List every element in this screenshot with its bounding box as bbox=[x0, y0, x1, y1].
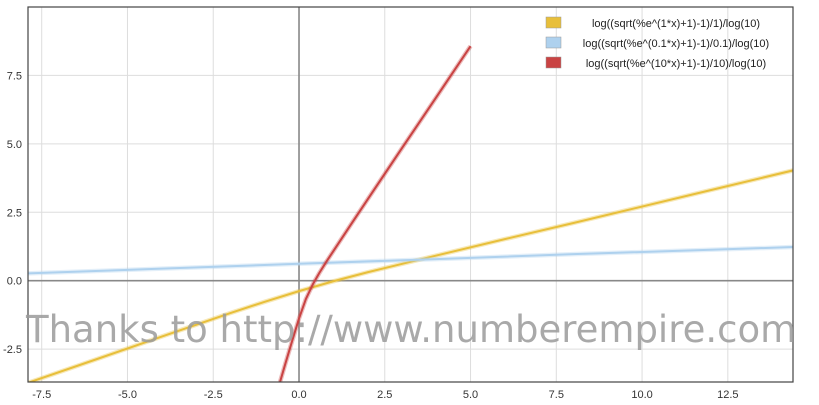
x-tick-label: 10.0 bbox=[631, 389, 652, 401]
x-tick-label: -2.5 bbox=[204, 389, 223, 401]
series-lines bbox=[28, 44, 793, 382]
y-tick-label: 5.0 bbox=[7, 139, 22, 151]
x-tick-label: 0.0 bbox=[291, 389, 306, 401]
plot-frame bbox=[27, 6, 794, 383]
y-tick-label: 7.5 bbox=[7, 70, 22, 82]
series-line-3 bbox=[278, 45, 472, 382]
legend-label: log((sqrt(%e^(1*x)+1)-1)/1)/log(10) bbox=[592, 18, 760, 30]
legend: log((sqrt(%e^(1*x)+1)-1)/1)/log(10) log((… bbox=[545, 16, 769, 70]
legend-swatch bbox=[545, 16, 562, 29]
tick-labels: -7.5 -5.0 -2.5 0.0 2.5 5.0 7.5 10.0 12.5 -2.5 0.0 2… bbox=[3, 70, 739, 401]
y-tick-label: -2.5 bbox=[3, 344, 22, 356]
y-tick-label: 2.5 bbox=[7, 207, 22, 219]
legend-swatch bbox=[545, 36, 562, 49]
x-tick-label: -7.5 bbox=[32, 389, 51, 401]
legend-label: log((sqrt(%e^(0.1*x)+1)-1)/0.1)/log(10) bbox=[583, 38, 769, 50]
legend-label: log((sqrt(%e^(10*x)+1)-1)/10)/log(10) bbox=[586, 58, 766, 70]
x-tick-label: 7.5 bbox=[549, 389, 564, 401]
legend-swatch bbox=[545, 56, 562, 69]
x-tick-label: -5.0 bbox=[118, 389, 137, 401]
y-tick-label: 0.0 bbox=[7, 276, 22, 288]
series-line-1 bbox=[28, 169, 793, 382]
watermark: Thanks to http://www.numberempire.com bbox=[25, 308, 796, 351]
x-tick-label: 2.5 bbox=[377, 389, 392, 401]
x-tick-label: 12.5 bbox=[717, 389, 738, 401]
x-tick-label: 5.0 bbox=[463, 389, 478, 401]
series-line-shadow-3 bbox=[277, 44, 473, 382]
series-line-2 bbox=[28, 246, 793, 275]
